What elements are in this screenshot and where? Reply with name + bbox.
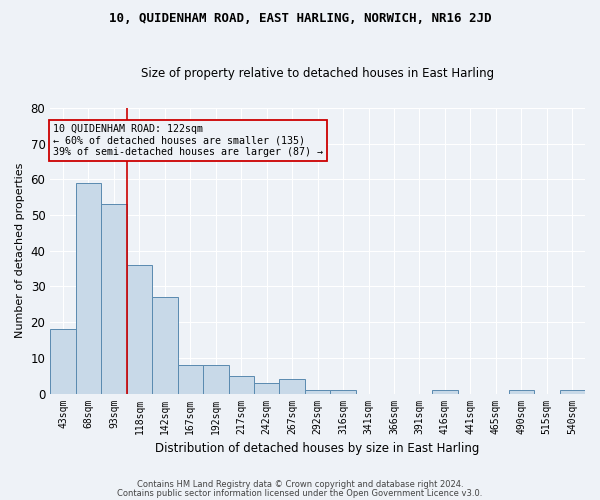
Y-axis label: Number of detached properties: Number of detached properties	[15, 163, 25, 338]
Text: Contains HM Land Registry data © Crown copyright and database right 2024.: Contains HM Land Registry data © Crown c…	[137, 480, 463, 489]
Title: Size of property relative to detached houses in East Harling: Size of property relative to detached ho…	[141, 68, 494, 80]
Bar	[203, 365, 229, 394]
Bar	[101, 204, 127, 394]
Text: 10, QUIDENHAM ROAD, EAST HARLING, NORWICH, NR16 2JD: 10, QUIDENHAM ROAD, EAST HARLING, NORWIC…	[109, 12, 491, 26]
Bar	[254, 383, 280, 394]
Bar	[152, 297, 178, 394]
Bar	[305, 390, 331, 394]
Bar	[50, 330, 76, 394]
Bar	[280, 380, 305, 394]
Bar	[127, 265, 152, 394]
Bar	[229, 376, 254, 394]
Bar	[560, 390, 585, 394]
X-axis label: Distribution of detached houses by size in East Harling: Distribution of detached houses by size …	[155, 442, 480, 455]
Text: 10 QUIDENHAM ROAD: 122sqm
← 60% of detached houses are smaller (135)
39% of semi: 10 QUIDENHAM ROAD: 122sqm ← 60% of detac…	[53, 124, 323, 158]
Bar	[331, 390, 356, 394]
Text: Contains public sector information licensed under the Open Government Licence v3: Contains public sector information licen…	[118, 488, 482, 498]
Bar	[178, 365, 203, 394]
Bar	[432, 390, 458, 394]
Bar	[509, 390, 534, 394]
Bar	[76, 183, 101, 394]
